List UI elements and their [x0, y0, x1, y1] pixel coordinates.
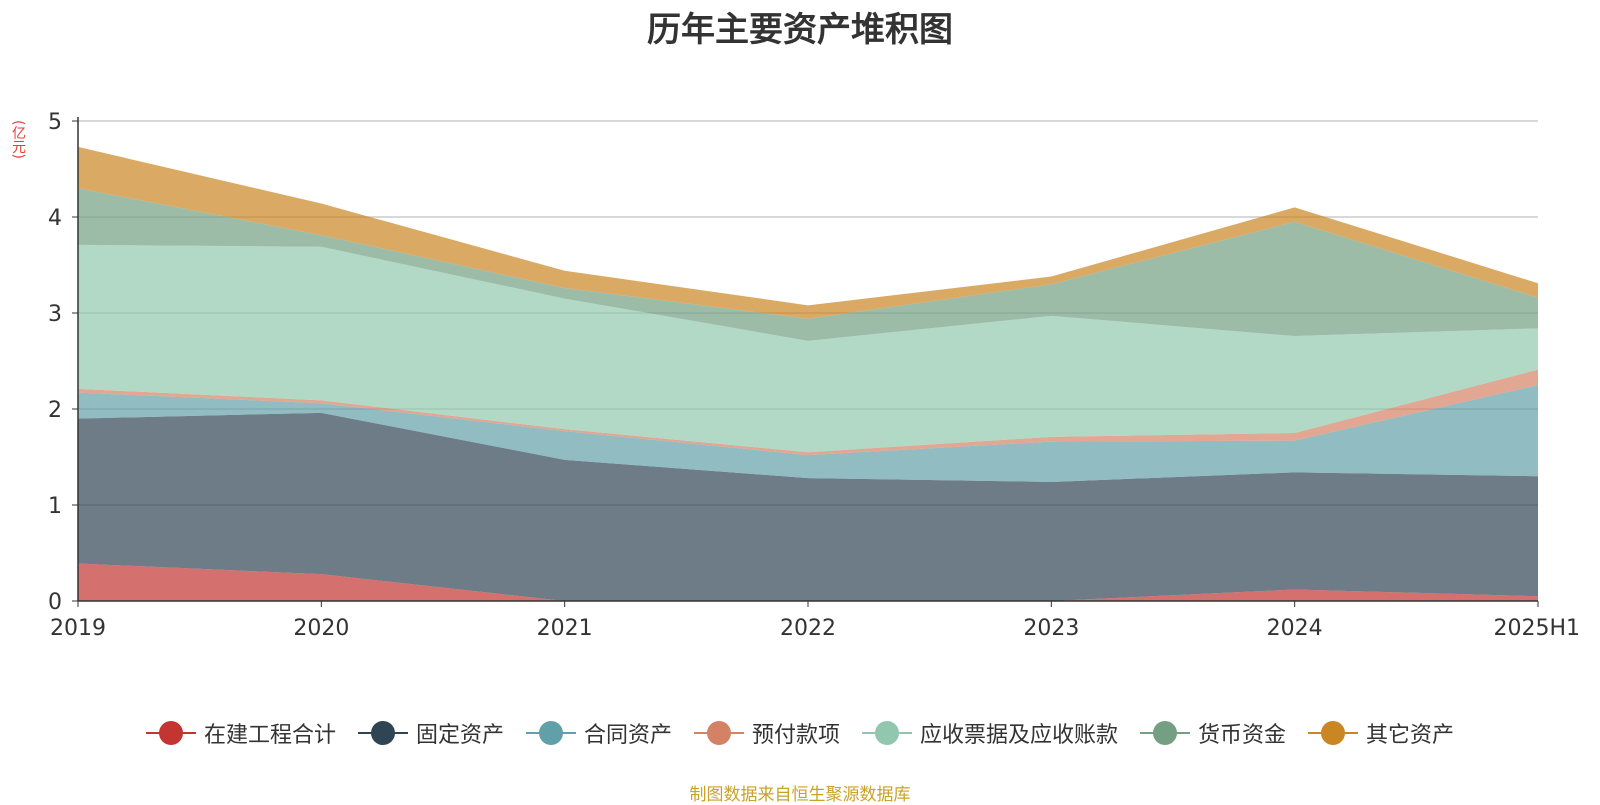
legend-label: 固定资产 [415, 723, 504, 748]
legend-item[interactable]: 合同资产 [525, 717, 672, 749]
y-tick-label: 1 [48, 494, 62, 519]
y-axis-unit-label: (亿元) [10, 120, 26, 159]
legend-marker-icon [1140, 721, 1191, 745]
legend-label: 在建工程合计 [203, 723, 336, 748]
y-tick-label: 2 [48, 398, 62, 423]
y-tick-label: 0 [48, 590, 62, 615]
area-合同资产 [78, 385, 1538, 482]
x-tick-label-2025H1: 2025H1 [1493, 616, 1580, 641]
area-货币资金 [78, 188, 1538, 341]
legend-marker-icon [1308, 721, 1359, 745]
legend-item[interactable]: 应收票据及应收账款 [862, 717, 1118, 749]
y-tick-label: 4 [48, 206, 62, 231]
legend-item[interactable]: 货币资金 [1140, 717, 1286, 749]
area-layer [78, 146, 1538, 601]
area-固定资产 [78, 412, 1538, 601]
x-tick-label-2020: 2020 [293, 616, 349, 641]
legend-item[interactable]: 预付款项 [693, 717, 840, 749]
y-tick-label: 3 [48, 302, 62, 327]
legend-item[interactable]: 在建工程合计 [145, 717, 336, 749]
y-tick-label: 5 [48, 110, 62, 135]
legend-label: 预付款项 [751, 723, 840, 748]
axis-layer: 0 1 2 3 4 5 2019 2020 2021 2022 2023 2024 2025H1 [48, 110, 1580, 641]
legend-marker-icon [525, 721, 576, 745]
x-tick-label-2021: 2021 [537, 616, 593, 641]
legend: 在建工程合计 固定资产 合同资产 预付款项 应收票据及应收账款 货币资金 其它资产 [0, 717, 1600, 749]
legend-marker-icon [693, 721, 744, 745]
legend-item[interactable]: 固定资产 [357, 717, 504, 749]
area-其它资产 [78, 146, 1538, 319]
x-tick-label-2023: 2023 [1023, 616, 1079, 641]
legend-label: 应收票据及应收账款 [920, 723, 1119, 748]
legend-marker-icon [145, 721, 196, 745]
legend-label: 其它资产 [1366, 723, 1455, 748]
source-note: 制图数据来自恒生聚源数据库 [689, 785, 911, 805]
legend-label: 货币资金 [1198, 723, 1287, 748]
x-tick-label-2022: 2022 [780, 616, 836, 641]
area-在建工程合计 [78, 563, 1538, 601]
area-应收票据及应收账款 [78, 244, 1538, 453]
x-tick-label-2019: 2019 [50, 616, 106, 641]
legend-item[interactable]: 其它资产 [1308, 717, 1454, 749]
legend-marker-icon [357, 721, 408, 745]
legend-marker-icon [862, 721, 912, 745]
legend-label: 合同资产 [583, 723, 672, 748]
x-tick-label-2024: 2024 [1267, 616, 1323, 641]
chart-title: 历年主要资产堆积图 [647, 10, 953, 50]
